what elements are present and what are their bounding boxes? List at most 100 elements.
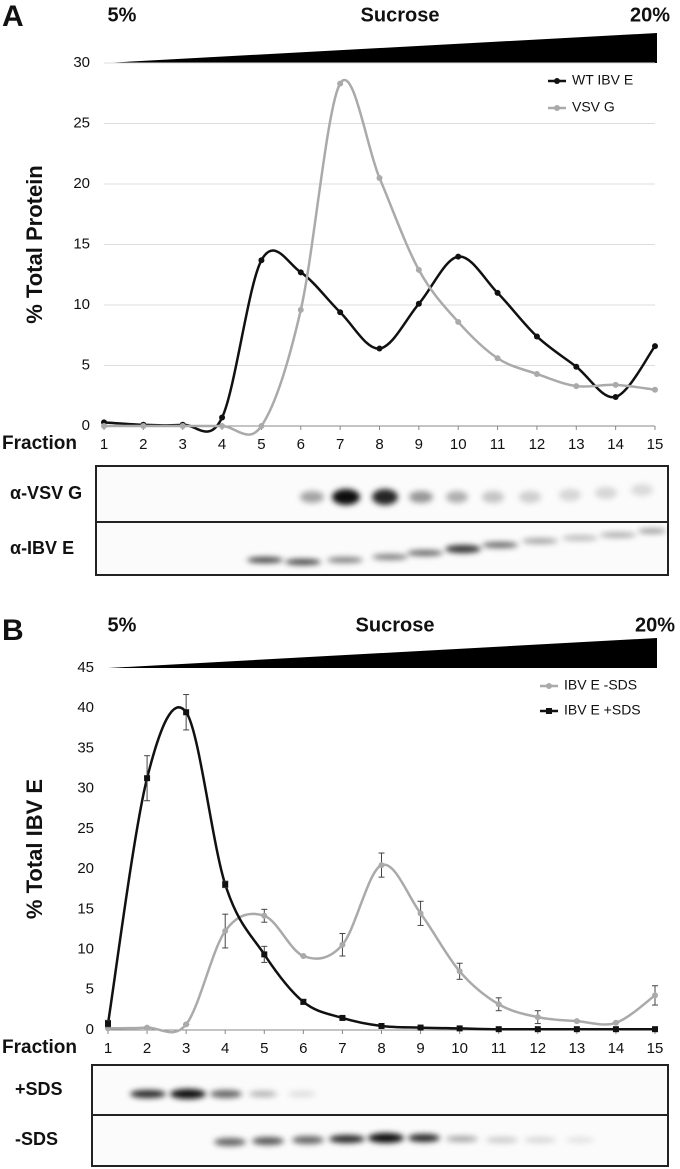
marker bbox=[494, 355, 501, 362]
gradient-wedge bbox=[108, 638, 657, 668]
marker bbox=[495, 1001, 502, 1008]
x-tick-label: 8 bbox=[375, 436, 383, 453]
marker bbox=[612, 381, 619, 388]
marker bbox=[376, 345, 383, 352]
blot-a bbox=[95, 465, 669, 576]
marker bbox=[140, 423, 147, 429]
marker bbox=[417, 1024, 424, 1031]
legend-label: IBV E +SDS bbox=[564, 702, 641, 718]
panel-label: B bbox=[2, 614, 24, 647]
y-tick-label: 35 bbox=[77, 739, 94, 756]
marker bbox=[105, 1020, 111, 1027]
marker bbox=[533, 370, 540, 377]
y-tick-label: 10 bbox=[73, 296, 90, 313]
marker bbox=[573, 383, 580, 390]
y-tick-label: 20 bbox=[73, 175, 90, 192]
marker bbox=[219, 423, 226, 429]
x-tick-label: 10 bbox=[451, 1040, 468, 1057]
marker bbox=[339, 941, 346, 948]
x-tick-label: 11 bbox=[490, 436, 506, 453]
y-tick-label: 0 bbox=[82, 417, 90, 434]
marker bbox=[612, 393, 619, 400]
x-tick-label: 3 bbox=[182, 1040, 190, 1057]
y-axis-title: % Total Protein bbox=[22, 165, 47, 324]
marker bbox=[456, 968, 463, 975]
x-tick-label: 10 bbox=[450, 436, 467, 453]
legend-marker bbox=[554, 105, 560, 111]
series-line bbox=[107, 863, 656, 1034]
marker bbox=[144, 1024, 151, 1031]
x-axis-title: Fraction bbox=[2, 1037, 77, 1058]
legend-marker bbox=[546, 683, 552, 689]
marker bbox=[222, 928, 229, 935]
x-tick-label: 2 bbox=[139, 436, 147, 453]
x-tick-label: 8 bbox=[377, 1040, 385, 1057]
marker bbox=[297, 269, 304, 276]
x-tick-label: 7 bbox=[336, 436, 344, 453]
x-tick-label: 13 bbox=[568, 436, 585, 453]
legend-marker bbox=[546, 708, 552, 714]
marker bbox=[652, 1026, 658, 1033]
x-tick-label: 11 bbox=[491, 1040, 507, 1057]
y-tick-label: 5 bbox=[82, 356, 90, 373]
y-tick-label: 25 bbox=[77, 820, 94, 837]
legend-label: IBV E -SDS bbox=[564, 677, 637, 693]
marker bbox=[261, 951, 268, 958]
gradient-label: 5% bbox=[108, 4, 137, 26]
blot-label: α-VSV G bbox=[10, 483, 82, 503]
gradient-label: 5% bbox=[108, 614, 137, 636]
marker bbox=[455, 318, 462, 325]
marker bbox=[573, 1026, 580, 1033]
blot-b bbox=[91, 1064, 669, 1167]
x-tick-label: 6 bbox=[297, 436, 305, 453]
x-tick-label: 15 bbox=[647, 436, 664, 453]
blot-label: α-IBV E bbox=[10, 538, 74, 558]
x-tick-label: 9 bbox=[416, 1040, 424, 1057]
marker bbox=[339, 1014, 346, 1021]
marker bbox=[612, 1019, 619, 1026]
marker bbox=[533, 333, 540, 340]
gradient-label: Sucrose bbox=[361, 4, 440, 26]
marker bbox=[534, 1014, 541, 1021]
marker bbox=[378, 1022, 385, 1029]
y-tick-label: 20 bbox=[77, 860, 94, 877]
x-tick-label: 9 bbox=[415, 436, 423, 453]
y-tick-label: 25 bbox=[73, 114, 90, 131]
x-tick-label: 1 bbox=[100, 436, 108, 453]
marker bbox=[183, 709, 190, 716]
marker bbox=[258, 257, 265, 264]
series-line bbox=[103, 249, 657, 433]
marker bbox=[456, 1025, 463, 1032]
x-tick-label: 5 bbox=[257, 436, 265, 453]
blot-label: +SDS bbox=[15, 1079, 63, 1099]
x-tick-label: 3 bbox=[179, 436, 187, 453]
marker bbox=[222, 881, 229, 888]
marker bbox=[573, 1018, 580, 1025]
gradient-label: 20% bbox=[635, 614, 675, 636]
y-tick-label: 5 bbox=[86, 981, 94, 998]
gradient-wedge bbox=[104, 33, 657, 63]
legend-label: WT IBV E bbox=[572, 72, 633, 88]
gradient-label: Sucrose bbox=[356, 614, 435, 636]
marker bbox=[144, 775, 151, 782]
marker bbox=[337, 309, 344, 316]
marker bbox=[297, 306, 304, 313]
gradient-label: 20% bbox=[630, 4, 670, 26]
marker bbox=[415, 300, 422, 307]
y-tick-label: 15 bbox=[73, 235, 90, 252]
y-tick-label: 40 bbox=[77, 699, 94, 716]
x-tick-label: 4 bbox=[221, 1040, 229, 1057]
marker bbox=[219, 414, 226, 421]
x-tick-label: 1 bbox=[104, 1040, 112, 1057]
x-tick-label: 2 bbox=[143, 1040, 151, 1057]
x-tick-label: 6 bbox=[299, 1040, 307, 1057]
marker bbox=[652, 343, 658, 350]
panel-label: A bbox=[2, 0, 24, 33]
marker bbox=[652, 992, 658, 999]
x-tick-label: 5 bbox=[260, 1040, 268, 1057]
marker bbox=[300, 998, 307, 1005]
series-line bbox=[104, 79, 656, 436]
